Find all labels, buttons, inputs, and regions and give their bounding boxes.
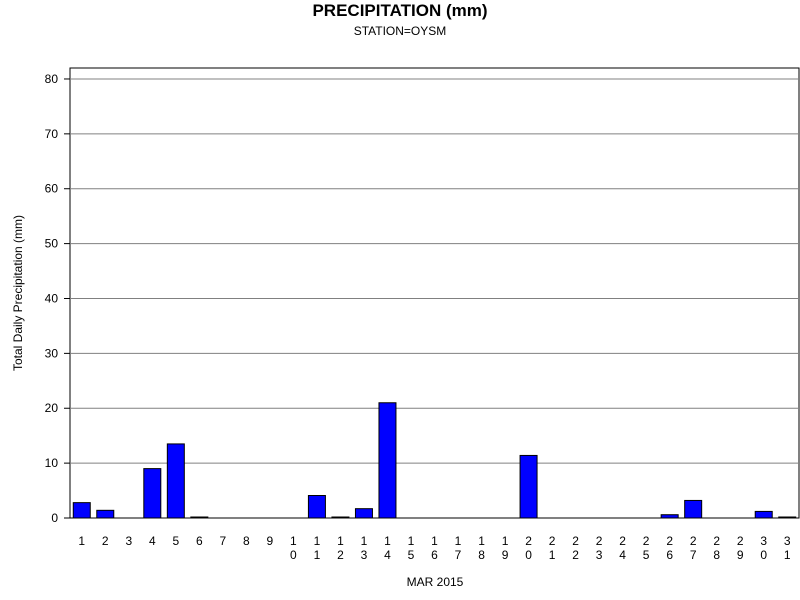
x-tick-label: 3 [760, 534, 767, 548]
x-tick-label: 4 [149, 534, 156, 548]
x-tick-label: 8 [713, 548, 720, 562]
x-tick-label: 0 [760, 548, 767, 562]
y-tick-label: 10 [45, 456, 59, 470]
x-tick-label: 2 [525, 534, 532, 548]
y-tick-label: 0 [51, 511, 58, 525]
x-tick-label: 2 [666, 534, 673, 548]
x-tick-label: 5 [643, 548, 650, 562]
x-tick-label: 8 [478, 548, 485, 562]
x-tick-label: 6 [666, 548, 673, 562]
bar [72, 502, 91, 519]
x-tick-label: 8 [243, 534, 250, 548]
bar [684, 499, 703, 519]
x-tick-label: 0 [525, 548, 532, 562]
x-tick-label: 3 [125, 534, 132, 548]
bar [307, 495, 326, 519]
x-tick-label: 2 [102, 534, 109, 548]
x-tick-label: 1 [384, 534, 391, 548]
x-tick-label: 2 [690, 534, 697, 548]
x-tick-label: 2 [643, 534, 650, 548]
plot-frame [69, 67, 800, 519]
chart-subtitle: STATION=OYSM [353, 24, 447, 38]
x-tick-label: 3 [596, 548, 603, 562]
x-tick-label: 1 [314, 534, 321, 548]
x-tick-label: 1 [431, 534, 438, 548]
x-tick-label: 2 [572, 534, 579, 548]
x-tick-label: 6 [431, 548, 438, 562]
x-tick-label: 9 [502, 548, 509, 562]
x-tick-label: 5 [172, 534, 179, 548]
x-tick-label: 2 [713, 534, 720, 548]
bar [354, 508, 373, 519]
y-tick-label: 30 [45, 346, 59, 360]
y-tick-label: 70 [45, 127, 59, 141]
y-tick-label: 50 [45, 237, 59, 251]
grid-lines [70, 78, 799, 464]
bar [754, 510, 773, 519]
bars [72, 402, 797, 519]
x-tick-label: 0 [290, 548, 297, 562]
x-tick-label: 1 [478, 534, 485, 548]
x-tick-label: 6 [196, 534, 203, 548]
x-tick-label: 2 [549, 534, 556, 548]
x-tick-label: 1 [408, 534, 415, 548]
x-tick-label: 2 [596, 534, 603, 548]
bar [378, 402, 397, 519]
x-tick-label: 4 [384, 548, 391, 562]
x-tick-label: 7 [690, 548, 697, 562]
chart-title: PRECIPITATION (mm) [312, 1, 488, 20]
x-tick-label: 1 [549, 548, 556, 562]
x-tick-label: 7 [455, 548, 462, 562]
x-tick-label: 3 [784, 534, 791, 548]
bar [778, 516, 797, 519]
bar [190, 516, 209, 519]
bar [166, 443, 185, 519]
x-tick-label: 1 [337, 534, 344, 548]
x-tick-label: 5 [408, 548, 415, 562]
x-axis-label: MAR 2015 [407, 575, 464, 589]
x-tick-label: 1 [78, 534, 85, 548]
y-axis-ticks: 0 10 20 30 40 50 60 70 80 [45, 72, 70, 525]
x-tick-label: 2 [737, 534, 744, 548]
x-tick-label: 1 [784, 548, 791, 562]
y-tick-label: 60 [45, 182, 59, 196]
x-tick-label: 1 [361, 534, 368, 548]
bar [143, 468, 162, 519]
x-tick-label: 7 [220, 534, 227, 548]
bar [660, 514, 679, 519]
x-tick-label: 1 [455, 534, 462, 548]
bar [519, 454, 538, 519]
y-tick-label: 80 [45, 72, 59, 86]
x-tick-label: 1 [314, 548, 321, 562]
y-tick-label: 40 [45, 291, 59, 305]
x-tick-label: 3 [361, 548, 368, 562]
x-tick-label: 2 [337, 548, 344, 562]
x-tick-label: 1 [502, 534, 509, 548]
x-tick-label: 4 [619, 548, 626, 562]
bar [331, 516, 350, 519]
x-tick-label: 9 [267, 534, 274, 548]
x-tick-label: 1 [290, 534, 297, 548]
y-axis-label: Total Daily Precipitation (mm) [11, 215, 25, 371]
x-tick-label: 2 [619, 534, 626, 548]
x-axis-ticks: 1 2 3 4 5 6 7 8 9 1011121314151617181920212223242… [78, 534, 790, 562]
x-tick-label: 2 [572, 548, 579, 562]
bar [96, 509, 115, 519]
x-tick-label: 9 [737, 548, 744, 562]
y-tick-label: 20 [45, 401, 59, 415]
